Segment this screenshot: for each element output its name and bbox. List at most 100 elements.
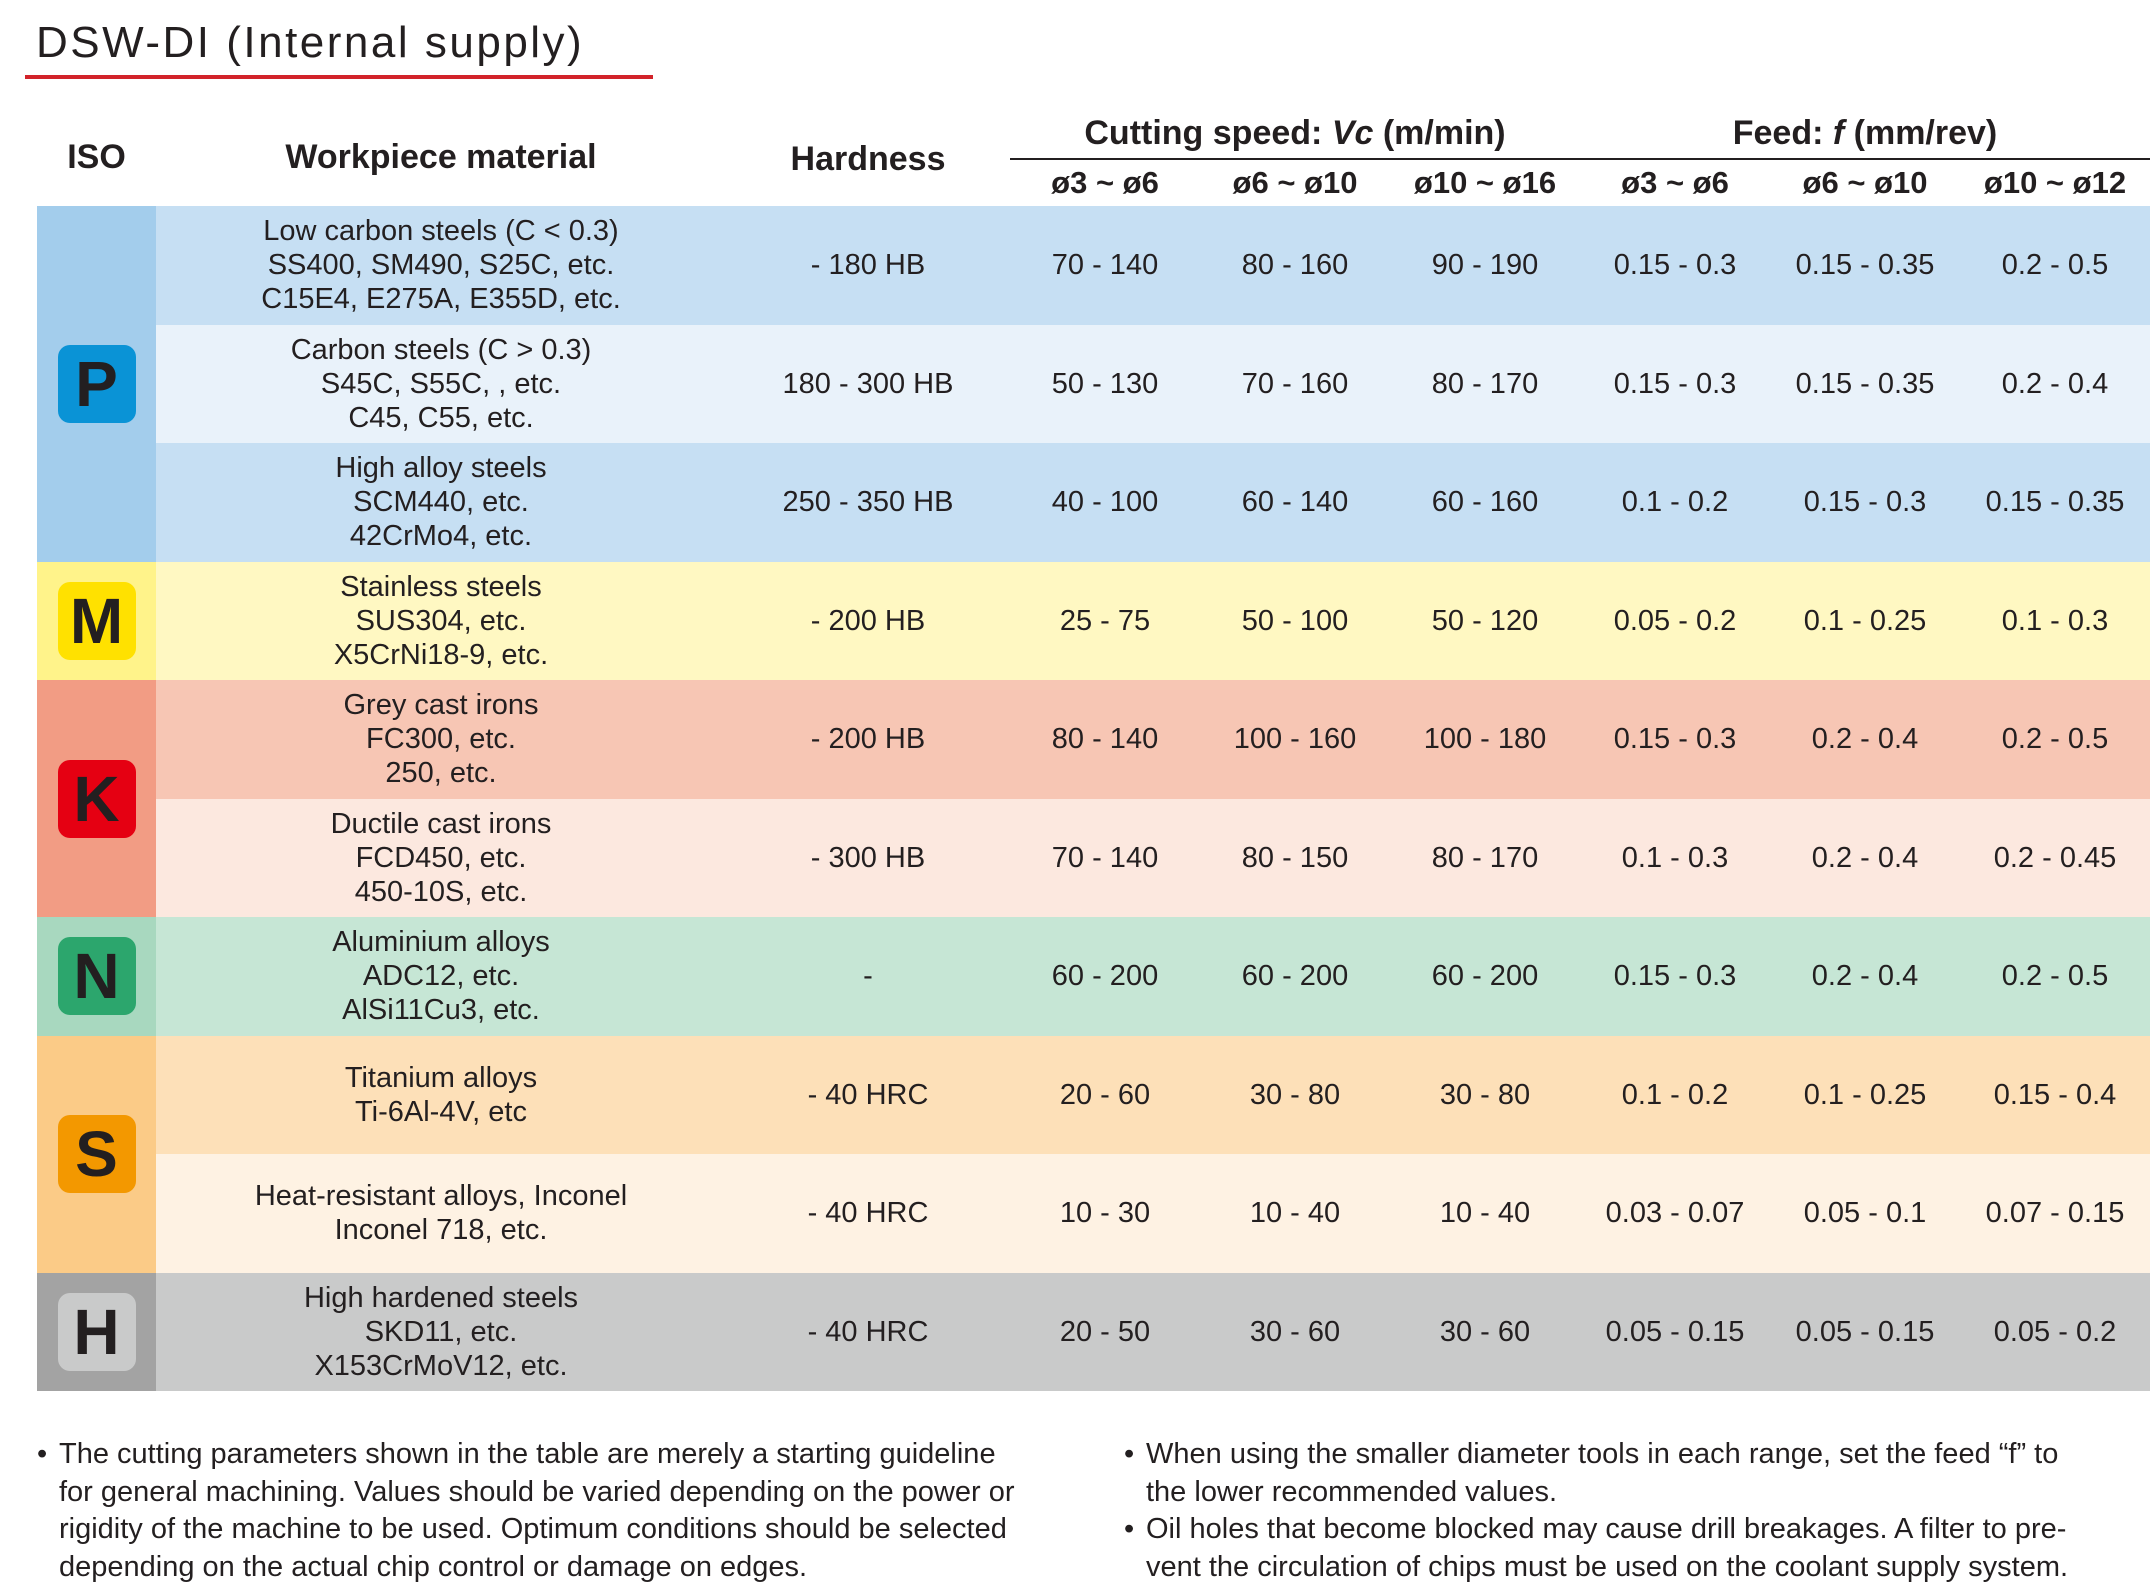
material-line: Ductile cast irons <box>156 807 726 841</box>
cutting-speed-cell: 50 - 120 <box>1390 562 1580 681</box>
hardness-cell: 180 - 300 HB <box>726 325 1010 444</box>
feed-cell: 0.05 - 0.1 <box>1770 1154 1960 1273</box>
feed-cell: 0.1 - 0.25 <box>1770 562 1960 681</box>
note-line: When using the smaller diameter tools in… <box>1146 1436 2058 1474</box>
note-line: rigidity of the machine to be used. Opti… <box>59 1511 1015 1549</box>
note-line: vent the circulation of chips must be us… <box>1146 1549 2068 1586</box>
cutting-speed-cell: 30 - 80 <box>1200 1036 1390 1155</box>
feed-cell: 0.15 - 0.35 <box>1770 206 1960 325</box>
cutting-speed-cell: 60 - 160 <box>1390 443 1580 562</box>
note-bullet: • <box>1124 1436 1134 1474</box>
table-body: P Low carbon steels (C < 0.3)SS400, SM490… <box>37 206 2150 1391</box>
material-line: C15E4, E275A, E355D, etc. <box>156 282 726 316</box>
cutting-speed-cell: 60 - 200 <box>1200 917 1390 1036</box>
header-speed-col-3: ø10 ~ ø16 <box>1390 165 1580 201</box>
cutting-speed-cell: 70 - 140 <box>1010 799 1200 918</box>
iso-badge-p: P <box>58 345 136 423</box>
material-line: FCD450, etc. <box>156 841 726 875</box>
workpiece-material-cell: Low carbon steels (C < 0.3)SS400, SM490,… <box>156 206 726 325</box>
header-feed-col-3: ø10 ~ ø12 <box>1960 165 2150 201</box>
feed-cell: 0.15 - 0.35 <box>1960 443 2150 562</box>
feed-cell: 0.15 - 0.3 <box>1580 917 1770 1036</box>
material-line: 42CrMo4, etc. <box>156 519 726 553</box>
workpiece-material-cell: Carbon steels (C > 0.3)S45C, S55C, , etc… <box>156 325 726 444</box>
cutting-speed-cell: 30 - 80 <box>1390 1036 1580 1155</box>
material-line: Inconel 718, etc. <box>156 1213 726 1247</box>
hardness-cell: - 300 HB <box>726 799 1010 918</box>
material-line: X5CrNi18-9, etc. <box>156 638 726 672</box>
material-line: SCM440, etc. <box>156 485 726 519</box>
cutting-speed-cell: 10 - 40 <box>1390 1154 1580 1273</box>
feed-cell: 0.2 - 0.4 <box>1770 680 1960 799</box>
header-feed-prefix: Feed: <box>1733 114 1833 152</box>
hardness-cell: - <box>726 917 1010 1036</box>
note-line: for general machining. Values should be … <box>59 1474 1015 1512</box>
material-line: SS400, SM490, S25C, etc. <box>156 248 726 282</box>
feed-cell: 0.15 - 0.3 <box>1580 206 1770 325</box>
cutting-speed-cell: 10 - 40 <box>1200 1154 1390 1273</box>
material-line: SKD11, etc. <box>156 1315 726 1349</box>
feed-cell: 0.2 - 0.45 <box>1960 799 2150 918</box>
material-line: Aluminium alloys <box>156 925 726 959</box>
material-line: X153CrMoV12, etc. <box>156 1349 726 1383</box>
iso-badge-n: N <box>58 937 136 1015</box>
header-material: Workpiece material <box>156 138 726 177</box>
material-line: S45C, S55C, , etc. <box>156 367 726 401</box>
header-feed: Feed: f (mm/rev) <box>1580 114 2150 153</box>
table-row: Carbon steels (C > 0.3)S45C, S55C, , etc… <box>37 325 2150 444</box>
material-line: Heat-resistant alloys, Inconel <box>156 1179 726 1213</box>
material-line: AlSi11Cu3, etc. <box>156 993 726 1027</box>
hardness-cell: - 40 HRC <box>726 1036 1010 1155</box>
feed-cell: 0.07 - 0.15 <box>1960 1154 2150 1273</box>
cutting-speed-cell: 80 - 160 <box>1200 206 1390 325</box>
material-line: Ti-6Al-4V, etc <box>156 1095 726 1129</box>
feed-cell: 0.2 - 0.5 <box>1960 680 2150 799</box>
material-line: 250, etc. <box>156 756 726 790</box>
material-line: Stainless steels <box>156 570 726 604</box>
iso-cell-p: P <box>37 206 156 562</box>
material-line: Titanium alloys <box>156 1061 726 1095</box>
feed-cell: 0.05 - 0.15 <box>1580 1273 1770 1392</box>
cutting-speed-cell: 80 - 170 <box>1390 325 1580 444</box>
header-feed-rule <box>1580 158 2150 160</box>
cutting-speed-cell: 70 - 160 <box>1200 325 1390 444</box>
note-line: Oil holes that become blocked may cause … <box>1146 1511 2068 1549</box>
iso-cell-m: M <box>37 562 156 681</box>
note-3: • Oil holes that become blocked may caus… <box>1146 1511 2068 1586</box>
feed-cell: 0.03 - 0.07 <box>1580 1154 1770 1273</box>
hardness-cell: - 40 HRC <box>726 1154 1010 1273</box>
iso-cell-k: K <box>37 680 156 917</box>
iso-badge-s: S <box>58 1115 136 1193</box>
cutting-speed-cell: 80 - 140 <box>1010 680 1200 799</box>
header-feed-col-1: ø3 ~ ø6 <box>1580 165 1770 201</box>
feed-cell: 0.2 - 0.4 <box>1770 799 1960 918</box>
iso-cell-n: N <box>37 917 156 1036</box>
feed-cell: 0.2 - 0.5 <box>1960 917 2150 1036</box>
feed-cell: 0.15 - 0.35 <box>1770 325 1960 444</box>
hardness-cell: 250 - 350 HB <box>726 443 1010 562</box>
feed-cell: 0.1 - 0.3 <box>1580 799 1770 918</box>
feed-cell: 0.1 - 0.25 <box>1770 1036 1960 1155</box>
material-line: Carbon steels (C > 0.3) <box>156 333 726 367</box>
material-line: SUS304, etc. <box>156 604 726 638</box>
header-cutting-speed-prefix: Cutting speed: <box>1084 114 1331 152</box>
material-line: High alloy steels <box>156 451 726 485</box>
cutting-conditions-table: P Low carbon steels (C < 0.3)SS400, SM490… <box>37 206 2150 1391</box>
note-2: • When using the smaller diameter tools … <box>1146 1436 2058 1511</box>
header-feed-col-2: ø6 ~ ø10 <box>1770 165 1960 201</box>
cutting-speed-cell: 20 - 60 <box>1010 1036 1200 1155</box>
cutting-speed-cell: 70 - 140 <box>1010 206 1200 325</box>
cutting-speed-cell: 60 - 200 <box>1390 917 1580 1036</box>
material-line: C45, C55, etc. <box>156 401 726 435</box>
header-cutting-speed-var: Vc <box>1332 114 1374 152</box>
header-feed-var: f <box>1833 114 1844 152</box>
